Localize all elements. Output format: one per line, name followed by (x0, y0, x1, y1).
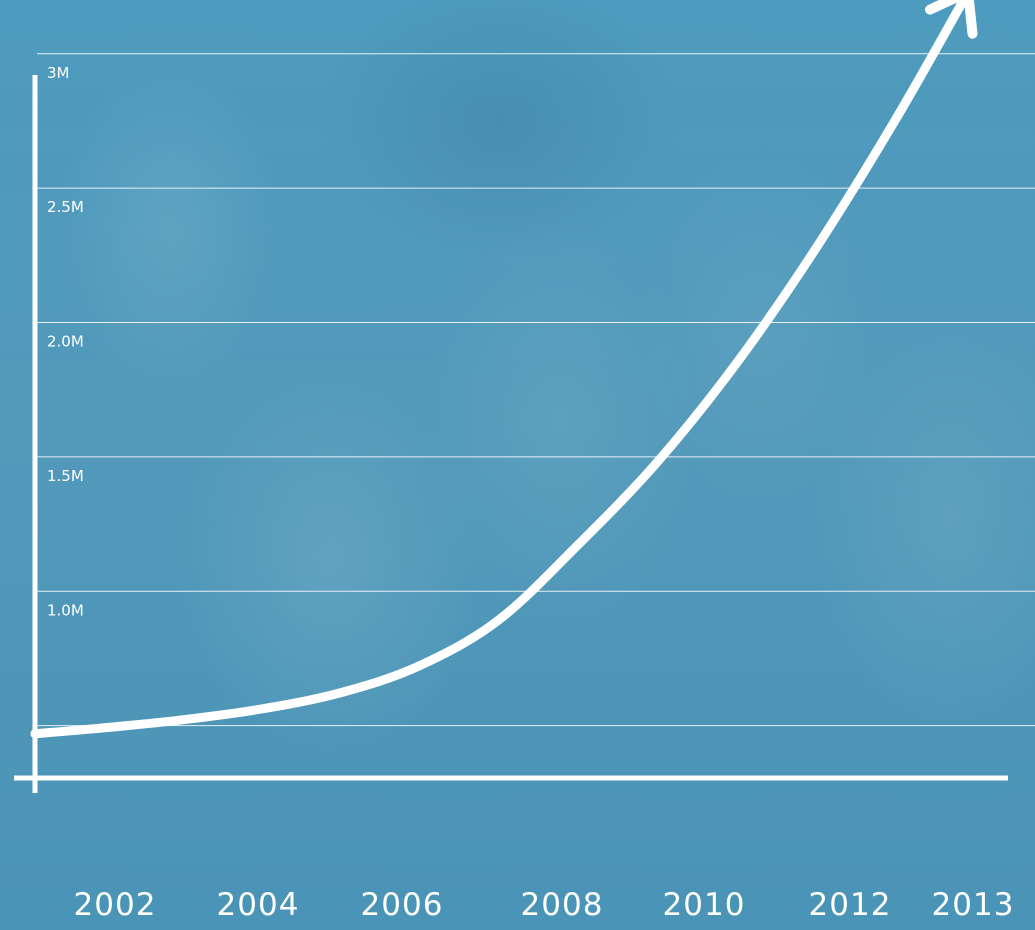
x-tick-label: 2008 (521, 887, 604, 923)
data-point (891, 113, 901, 123)
data-point (30, 729, 40, 739)
x-tick-label: 2010 (663, 887, 746, 923)
data-point (413, 662, 423, 671)
y-tick-label: 1.0M (47, 601, 84, 619)
y-tick-label: 3M (47, 64, 70, 82)
arrow-head (925, 0, 978, 39)
data-point (812, 242, 822, 252)
data-point (652, 457, 662, 467)
series-line (30, 0, 969, 739)
series-group (30, 0, 978, 739)
x-tick-label: 2002 (74, 887, 157, 923)
x-tick-label: 2004 (217, 887, 300, 923)
x-tick-labels: 2002 2004 2006 2008 2010 2012 2013 (74, 887, 1015, 923)
y-tick-label: 1.5M (47, 467, 84, 485)
data-point (333, 688, 343, 698)
y-tick-label: 2.5M (47, 198, 84, 216)
x-tick-label: 2006 (361, 887, 444, 923)
grid-lines (37, 53, 1035, 727)
data-point (732, 358, 742, 368)
data-point (94, 723, 104, 733)
axes (14, 75, 1008, 793)
x-tick-label: 2013 (932, 887, 1015, 923)
y-tick-label: 2.0M (47, 333, 84, 351)
y-tick-labels: 1.0M 1.5M 2.0M 2.5M 3M (47, 64, 84, 620)
data-point (253, 705, 263, 714)
data-point (572, 541, 582, 551)
data-point (174, 715, 184, 725)
data-point (493, 616, 503, 626)
x-tick-label: 2012 (809, 887, 892, 923)
